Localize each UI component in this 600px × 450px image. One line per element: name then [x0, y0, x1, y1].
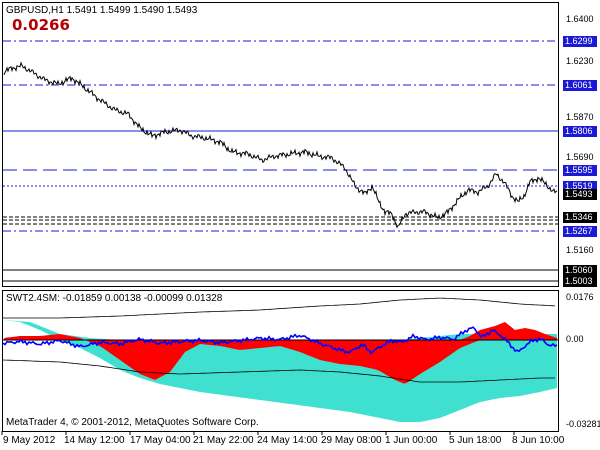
level-label-1-5003: 1.5003 [563, 276, 597, 287]
time-axis-label: 29 May 08:00 [321, 435, 382, 446]
indicator-header: SWT2.4SM: -0.01859 0.00138 -0.00099 0.01… [6, 293, 223, 304]
level-label-1-5346: 1.5346 [563, 212, 597, 223]
indicator-upper-envelope [3, 297, 556, 319]
level-label-1-6299: 1.6299 [563, 36, 597, 47]
indicator-red-area [3, 322, 557, 384]
time-axis-label: 8 Jun 10:00 [512, 435, 565, 446]
time-axis-label: 21 May 22:00 [193, 435, 254, 446]
copyright-text: MetaTrader 4, © 2001-2012, MetaQuotes So… [6, 417, 259, 428]
price-axis-label: 1.5690 [566, 152, 594, 162]
chart-header: GBPUSD,H1 1.5491 1.5499 1.5490 1.5493 [6, 5, 198, 16]
price-line [3, 61, 558, 229]
level-label-1-5060: 1.5060 [563, 265, 597, 276]
price-axis-label: 1.6230 [566, 56, 594, 66]
indicator-signal-line [2, 359, 555, 383]
price-axis-label: 1.5870 [566, 112, 594, 122]
level-label-1-5595: 1.5595 [563, 165, 597, 176]
indicator-frame [2, 290, 559, 432]
price-axis-label: 1.6400 [566, 14, 594, 24]
level-label-1-5519: 1.5519 [563, 181, 597, 192]
price-axis-label: 1.5160 [566, 245, 594, 255]
level-label-1-5267: 1.5267 [563, 226, 597, 237]
time-axis-label: 5 Jun 18:00 [449, 435, 502, 446]
indicator-axis-label: 0.0176 [566, 292, 594, 302]
indicator-axis-label: 0.00 [566, 334, 584, 344]
time-axis-label: 24 May 14:00 [257, 435, 318, 446]
main-chart-frame [2, 2, 559, 287]
time-axis-label: 1 Jun 00:00 [385, 435, 438, 446]
spread-value: 0.0266 [12, 16, 70, 34]
indicator-blue-line [2, 326, 558, 355]
time-axis-label: 17 May 04:00 [130, 435, 191, 446]
indicator-axis-label: -0.03281 [566, 419, 600, 429]
time-axis-label: 14 May 12:00 [64, 435, 125, 446]
time-axis-ticks [1, 431, 515, 435]
level-label-1-6061: 1.6061 [563, 80, 597, 91]
time-axis-label: 9 May 2012 [3, 435, 56, 446]
current-price-label: 1.5493 [563, 189, 597, 200]
level-label-1-5806: 1.5806 [563, 126, 597, 137]
